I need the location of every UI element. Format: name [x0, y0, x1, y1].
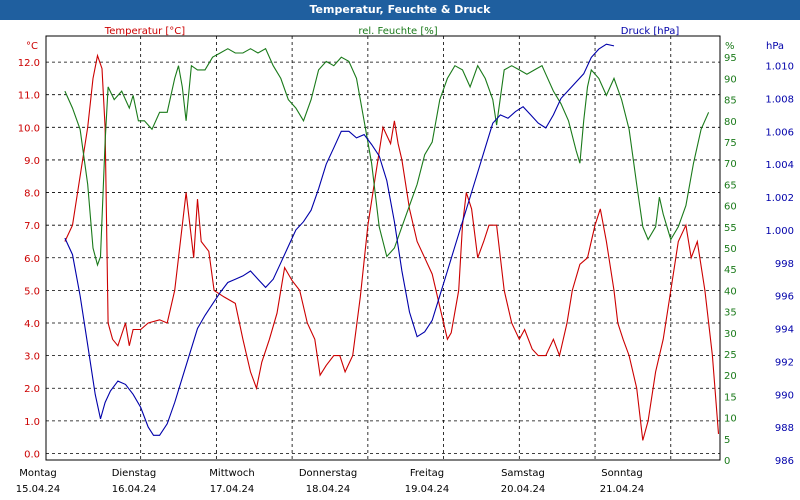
x-label-day: Donnerstag [299, 468, 357, 479]
x-label-date: 19.04.24 [405, 484, 450, 495]
x-label-date: 20.04.24 [501, 484, 546, 495]
tick-label-temperature: 2.0 [24, 384, 40, 395]
tick-label-humidity: 95 [724, 53, 737, 64]
tick-label-pressure: 994 [775, 325, 794, 336]
tick-label-temperature: 10.0 [18, 123, 40, 134]
tick-label-pressure: 996 [775, 292, 794, 303]
tick-label-humidity: 30 [724, 329, 737, 340]
tick-label-humidity: 60 [724, 202, 737, 213]
x-label-date: 16.04.24 [112, 484, 157, 495]
x-label-day: Freitag [410, 468, 444, 479]
tick-label-humidity: 75 [724, 138, 737, 149]
tick-label-temperature: 9.0 [24, 156, 40, 167]
axes [45, 35, 721, 461]
tick-label-temperature: 12.0 [18, 58, 40, 69]
tick-label-pressure: 1.000 [765, 226, 794, 237]
tick-label-pressure: 990 [775, 390, 794, 401]
tick-label-humidity: 40 [724, 286, 737, 297]
tick-label-humidity: 80 [724, 117, 737, 128]
tick-label-pressure: 986 [775, 456, 794, 467]
plot-frame [45, 35, 721, 461]
x-label-date: 17.04.24 [210, 484, 255, 495]
tick-label-humidity: 90 [724, 74, 737, 85]
legend-humidity: rel. Feuchte [%] [358, 26, 437, 37]
tick-label-humidity: 5 [724, 435, 730, 446]
tick-label-temperature: 7.0 [24, 221, 40, 232]
unit-pressure: hPa [766, 41, 784, 52]
tick-label-temperature: 1.0 [24, 417, 40, 428]
tick-label-humidity: 0 [724, 456, 730, 467]
legend-pressure: Druck [hPa] [621, 26, 680, 37]
tick-label-temperature: 0.0 [24, 449, 40, 460]
tick-label-temperature: 3.0 [24, 352, 40, 363]
tick-label-humidity: 50 [724, 244, 737, 255]
tick-label-temperature: 6.0 [24, 254, 40, 265]
tick-label-humidity: 20 [724, 371, 737, 382]
x-label-day: Sonntag [601, 468, 643, 479]
tick-label-humidity: 65 [724, 180, 737, 191]
tick-label-pressure: 992 [775, 357, 794, 368]
tick-label-temperature: 5.0 [24, 286, 40, 297]
unit-temperature: °C [26, 41, 38, 52]
tick-label-humidity: 25 [724, 350, 737, 361]
x-label-day: Montag [19, 468, 56, 479]
x-label-day: Samstag [501, 468, 545, 479]
tick-label-temperature: 8.0 [24, 189, 40, 200]
axis-labels: 0.0 1.0 2.0 3.0 4.0 5.0 6.0 7.0 8.0 9.0 10.0 11.0 12… [16, 26, 794, 495]
x-label-date: 18.04.24 [306, 484, 351, 495]
x-label-day: Dienstag [112, 468, 157, 479]
series-lines [64, 43, 720, 441]
legend-temperature: Temperatur [°C] [104, 26, 185, 37]
tick-label-pressure: 1.008 [765, 94, 794, 105]
tick-label-pressure: 1.010 [765, 62, 794, 73]
tick-label-humidity: 10 [724, 414, 737, 425]
tick-label-pressure: 998 [775, 259, 794, 270]
tick-label-pressure: 1.006 [765, 127, 794, 138]
series-line-temperature [64, 53, 720, 441]
tick-label-temperature: 11.0 [18, 91, 40, 102]
tick-label-temperature: 4.0 [24, 319, 40, 330]
unit-humidity: % [725, 41, 735, 52]
series-line-pressure [64, 43, 615, 436]
tick-label-humidity: 35 [724, 308, 737, 319]
tick-label-humidity: 70 [724, 159, 737, 170]
tick-label-humidity: 85 [724, 96, 737, 107]
tick-label-humidity: 45 [724, 265, 737, 276]
x-label-day: Mittwoch [209, 468, 254, 479]
x-label-date: 15.04.24 [16, 484, 61, 495]
grid [46, 36, 720, 460]
tick-label-pressure: 1.002 [765, 193, 794, 204]
window-title: Temperatur, Feuchte & Druck [0, 0, 800, 20]
tick-label-humidity: 15 [724, 392, 737, 403]
series-line-humidity [64, 47, 710, 267]
tick-label-pressure: 1.004 [765, 160, 794, 171]
tick-label-pressure: 988 [775, 423, 794, 434]
x-label-date: 21.04.24 [600, 484, 645, 495]
tick-label-humidity: 55 [724, 223, 737, 234]
